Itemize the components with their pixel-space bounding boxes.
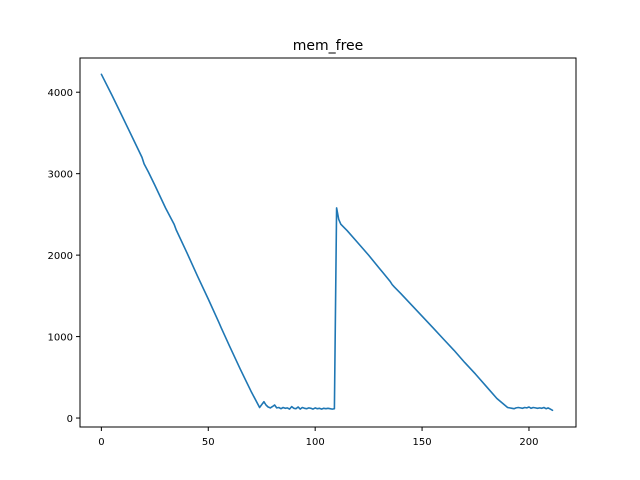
y-tick-label: 3000 [48,170,73,181]
y-tick-label: 0 [67,414,73,425]
x-tick-label: 50 [202,437,215,448]
y-axis: 0 1000 2000 3000 4000 [48,88,80,425]
x-tick-label: 200 [519,437,538,448]
y-tick-label: 1000 [48,333,73,344]
y-tick-label: 4000 [48,88,73,99]
plot-content [100,73,554,412]
series-line-0 [100,73,554,412]
plot-frame [79,57,577,428]
x-tick-label: 100 [306,437,325,448]
y-tick-label: 2000 [48,251,73,262]
x-tick-label: 150 [413,437,432,448]
x-axis: 0 50 100 150 200 [98,427,539,448]
x-tick-label: 0 [98,437,104,448]
chart-title: mem_free [293,38,364,54]
